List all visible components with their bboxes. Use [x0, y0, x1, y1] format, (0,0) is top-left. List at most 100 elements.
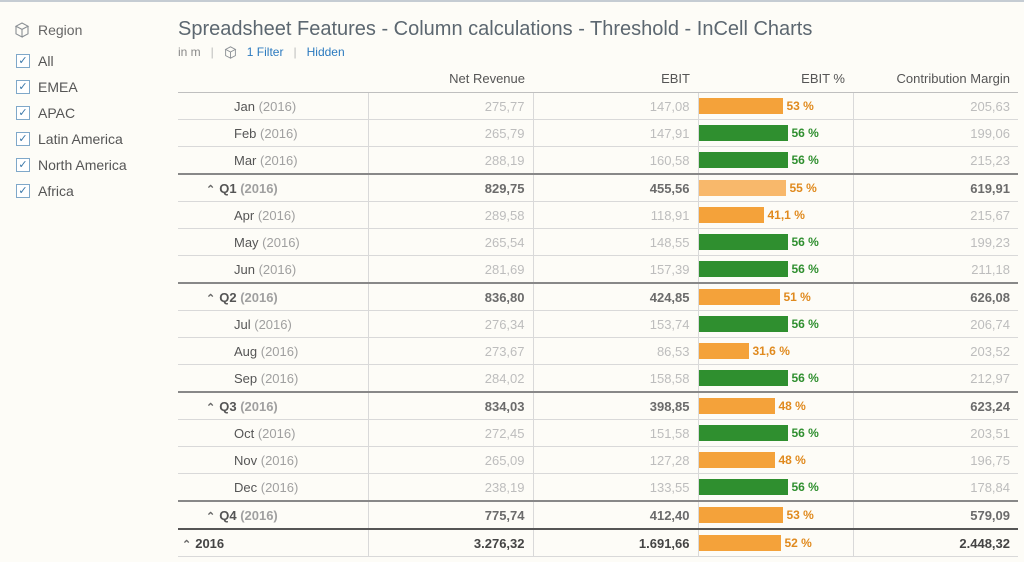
table-row: Oct (2016)272,45151,5856 %203,51 [178, 420, 1018, 447]
cell-period: Apr (2016) [178, 202, 368, 229]
period-label: Apr [234, 208, 258, 223]
table-row: ⌃2016 3.276,321.691,6652 %2.448,32 [178, 529, 1018, 557]
cell-ebit: 151,58 [533, 420, 698, 447]
cell-cm: 623,24 [853, 392, 1018, 420]
checkbox-icon[interactable] [16, 132, 30, 146]
cell-cm: 211,18 [853, 256, 1018, 284]
cell-net: 836,80 [368, 283, 533, 311]
cell-cm: 205,63 [853, 93, 1018, 120]
sidebar-item[interactable]: Africa [14, 178, 160, 204]
cell-ebit-pct: 56 % [698, 120, 853, 147]
cell-net: 272,45 [368, 420, 533, 447]
filter-link[interactable]: 1 Filter [247, 45, 284, 59]
ebit-bar [699, 261, 788, 277]
cell-ebit-pct: 53 % [698, 93, 853, 120]
table-row: Aug (2016)273,6786,5331,6 %203,52 [178, 338, 1018, 365]
cell-period[interactable]: ⌃ 2016 [178, 529, 368, 557]
sidebar-item[interactable]: EMEA [14, 74, 160, 100]
chevron-up-icon[interactable]: ⌃ [206, 292, 215, 305]
cube-icon[interactable] [224, 46, 237, 59]
col-ebit[interactable]: EBIT [533, 65, 698, 93]
cell-ebit: 398,85 [533, 392, 698, 420]
ebit-bar [699, 234, 788, 250]
period-label: 2016 [195, 536, 224, 551]
cell-period[interactable]: ⌃ Q4 (2016) [178, 501, 368, 529]
cell-cm: 203,51 [853, 420, 1018, 447]
hidden-link[interactable]: Hidden [307, 45, 345, 59]
period-label: Q1 [219, 181, 240, 196]
chevron-up-icon[interactable]: ⌃ [206, 401, 215, 414]
cell-period: Nov (2016) [178, 447, 368, 474]
period-year: (2016) [240, 290, 278, 305]
ebit-bar [699, 398, 775, 414]
cell-period[interactable]: ⌃Q2 (2016) [178, 283, 368, 311]
sidebar-item[interactable]: North America [14, 152, 160, 178]
period-label: Sep [234, 371, 261, 386]
cell-ebit: 118,91 [533, 202, 698, 229]
cell-ebit: 157,39 [533, 256, 698, 284]
checkbox-icon[interactable] [16, 158, 30, 172]
ebit-bar [699, 316, 788, 332]
cell-ebit-pct: 41,1 % [698, 202, 853, 229]
period-year: (2016) [261, 344, 299, 359]
checkbox-icon[interactable] [16, 54, 30, 68]
cell-ebit: 160,58 [533, 147, 698, 175]
ebit-bar [699, 479, 788, 495]
checkbox-icon[interactable] [16, 80, 30, 94]
cell-period[interactable]: ⌃Q3 (2016) [178, 392, 368, 420]
chevron-up-icon[interactable]: ⌃ [206, 510, 215, 523]
period-year: (2016) [254, 317, 292, 332]
cell-net: 281,69 [368, 256, 533, 284]
cell-net: 289,58 [368, 202, 533, 229]
header-row: Net Revenue EBIT EBIT % Contribution Mar… [178, 65, 1018, 93]
col-net-revenue[interactable]: Net Revenue [368, 65, 533, 93]
ebit-pct-label: 56 % [788, 126, 819, 140]
cell-period: Jun (2016) [178, 256, 368, 284]
sidebar-header: Region [14, 22, 160, 38]
period-year: (2016) [261, 453, 299, 468]
sidebar-item[interactable]: Latin America [14, 126, 160, 152]
period-year: (2016) [261, 480, 299, 495]
cell-period[interactable]: ⌃Q1 (2016) [178, 174, 368, 202]
col-ebit-pct[interactable]: EBIT % [698, 65, 853, 93]
sidebar-item-label: Latin America [38, 131, 123, 147]
ebit-pct-label: 48 % [775, 453, 806, 467]
cell-net: 273,67 [368, 338, 533, 365]
cell-net: 276,34 [368, 311, 533, 338]
cell-period: Dec (2016) [178, 474, 368, 502]
col-period[interactable] [178, 65, 368, 93]
sidebar-item[interactable]: APAC [14, 100, 160, 126]
cell-ebit: 455,56 [533, 174, 698, 202]
ebit-pct-label: 48 % [775, 399, 806, 413]
cell-cm: 579,09 [853, 501, 1018, 529]
table-row: Jul (2016)276,34153,7456 %206,74 [178, 311, 1018, 338]
cell-cm: 206,74 [853, 311, 1018, 338]
cell-cm: 212,97 [853, 365, 1018, 393]
table-row: Dec (2016)238,19133,5556 %178,84 [178, 474, 1018, 502]
checkbox-icon[interactable] [16, 106, 30, 120]
cell-cm: 199,06 [853, 120, 1018, 147]
cell-net: 834,03 [368, 392, 533, 420]
sidebar-item[interactable]: All [14, 48, 160, 74]
sidebar-item-label: North America [38, 157, 127, 173]
cell-net: 284,02 [368, 365, 533, 393]
period-label: Q4 [219, 508, 240, 523]
sidebar-item-label: All [38, 53, 54, 69]
table-row: Feb (2016)265,79147,9156 %199,06 [178, 120, 1018, 147]
cell-ebit: 158,58 [533, 365, 698, 393]
cell-ebit: 147,08 [533, 93, 698, 120]
table-row: Jan (2016)275,77147,0853 %205,63 [178, 93, 1018, 120]
period-year: (2016) [258, 208, 296, 223]
col-contribution-margin[interactable]: Contribution Margin [853, 65, 1018, 93]
chevron-up-icon[interactable]: ⌃ [206, 183, 215, 196]
table-row: ⌃Q4 (2016)775,74412,4053 %579,09 [178, 501, 1018, 529]
period-year: (2016) [259, 99, 297, 114]
cell-ebit-pct: 55 % [698, 174, 853, 202]
chevron-up-icon[interactable]: ⌃ [182, 538, 191, 551]
period-year: (2016) [240, 508, 278, 523]
cell-ebit-pct: 56 % [698, 311, 853, 338]
cell-cm: 203,52 [853, 338, 1018, 365]
cell-ebit-pct: 53 % [698, 501, 853, 529]
subtitle-bar: in m | 1 Filter | Hidden [178, 45, 1018, 59]
checkbox-icon[interactable] [16, 184, 30, 198]
